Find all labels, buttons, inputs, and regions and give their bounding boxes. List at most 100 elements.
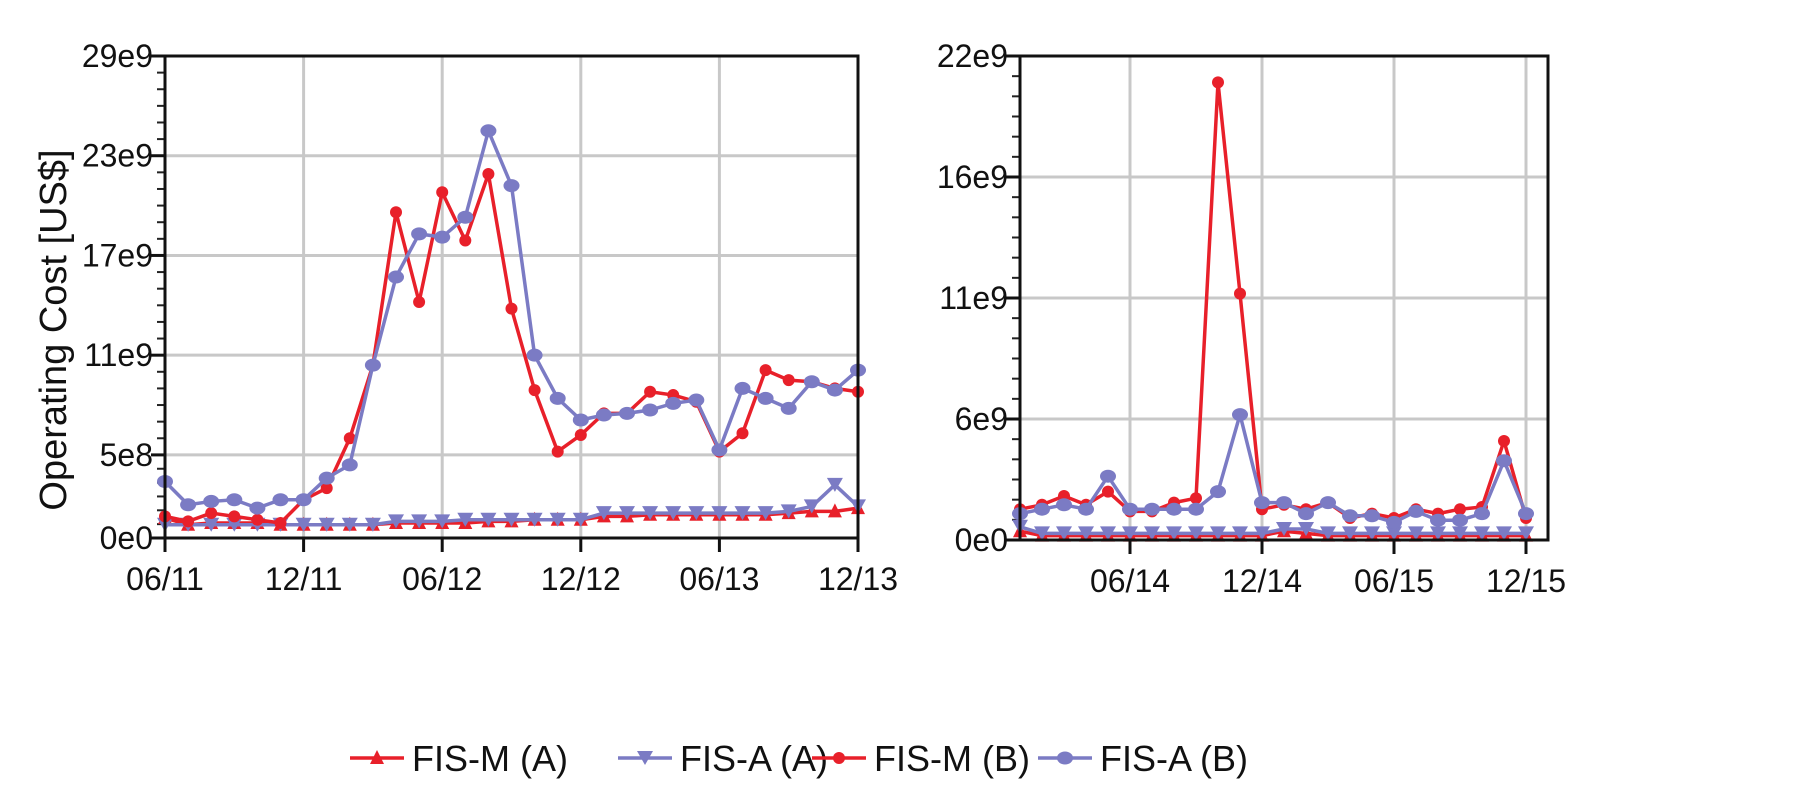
data-point [1254, 496, 1270, 510]
y-tick-label: 11e9 [939, 280, 1008, 316]
data-point [434, 514, 451, 529]
y-tick-label: 6e9 [955, 401, 1008, 437]
data-point [1430, 526, 1446, 541]
data-point [318, 471, 335, 485]
legend-marker [370, 750, 384, 764]
legend-item: FIS-A (B) [1038, 738, 1248, 779]
data-point [434, 230, 451, 244]
y-tick-label: 16e9 [937, 159, 1008, 195]
data-point [226, 493, 243, 507]
data-point [1364, 526, 1380, 541]
series-fis-a-b [157, 124, 866, 515]
data-point [390, 206, 402, 219]
data-point [759, 364, 772, 377]
data-point [644, 385, 657, 398]
data-point [1166, 502, 1182, 516]
data-point [1232, 526, 1248, 541]
data-point [551, 445, 564, 458]
data-point [1386, 515, 1402, 529]
series-fis-a-a [1012, 519, 1534, 541]
data-point [1078, 526, 1094, 541]
data-point [1298, 522, 1314, 536]
gridlines [163, 54, 860, 540]
legend-label: FIS-M (B) [874, 738, 1030, 779]
x-tick-label: 06/11 [126, 561, 204, 597]
data-point [1190, 492, 1202, 505]
data-point [1166, 526, 1182, 541]
series-line [1019, 525, 1526, 536]
data-point [1034, 526, 1050, 541]
x-tick-labels: 06/14 12/14 06/15 12/15 [1090, 540, 1566, 599]
legend-item: FIS-M (B) [812, 738, 1030, 779]
data-point [1518, 526, 1534, 541]
y-tick-label: 0e0 [955, 522, 1008, 558]
legend-label: FIS-A (A) [680, 738, 828, 779]
data-point [665, 506, 682, 521]
data-point [203, 517, 220, 532]
data-point [1452, 526, 1468, 541]
x-tick-label: 12/12 [541, 561, 621, 597]
legend-marker [833, 752, 845, 764]
data-point [411, 514, 428, 529]
data-point [549, 512, 566, 527]
data-point [619, 406, 635, 420]
data-point [1386, 526, 1402, 541]
data-point [736, 427, 749, 440]
series-line [164, 172, 859, 525]
data-point [1254, 526, 1270, 541]
data-point [711, 506, 728, 521]
data-point [388, 270, 404, 284]
data-point [827, 503, 842, 518]
data-point [572, 413, 589, 427]
data-point [526, 512, 543, 527]
data-point [411, 227, 428, 241]
data-point [1342, 509, 1358, 523]
data-point [341, 517, 358, 532]
chart-legend: FIS-M (A) FIS-A (A) FIS-M (B) FIS-A (B) [350, 738, 1248, 779]
data-point [180, 498, 197, 512]
gridlines [1020, 54, 1548, 542]
data-point [595, 408, 612, 422]
data-point [803, 499, 820, 514]
data-point [619, 506, 635, 521]
data-point [1452, 513, 1468, 527]
x-tick-label: 06/12 [402, 561, 482, 597]
data-point [203, 494, 220, 508]
data-point [249, 501, 266, 515]
data-point [1056, 498, 1072, 512]
data-point [228, 510, 241, 523]
data-point [757, 391, 774, 405]
data-point [1100, 469, 1116, 483]
data-point [226, 517, 243, 532]
data-point [1144, 526, 1160, 541]
data-point [1276, 496, 1292, 510]
data-point [1188, 526, 1204, 541]
y-tick-label: 11e9 [84, 337, 153, 373]
data-point [436, 186, 449, 199]
data-point [734, 506, 751, 521]
data-point [642, 403, 659, 417]
data-point [1056, 526, 1072, 541]
data-point [1364, 509, 1380, 523]
x-tick-labels: 06/11 12/11 06/12 12/12 06/13 12/13 [126, 538, 898, 597]
data-point [826, 477, 843, 492]
data-point [341, 458, 358, 472]
series-clip [1012, 76, 1534, 542]
data-point [1474, 526, 1490, 541]
data-point [1474, 507, 1490, 521]
data-point [526, 348, 543, 362]
data-point [757, 506, 774, 521]
y-tick-labels: 0e0 5e8 11e9 17e9 23e9 29e9 [82, 38, 165, 556]
data-point [1122, 502, 1138, 516]
data-point [459, 234, 472, 247]
data-point [503, 179, 520, 193]
data-point [1078, 502, 1094, 516]
data-point [1232, 408, 1248, 422]
data-point [295, 493, 312, 507]
data-point [1034, 502, 1050, 516]
data-point [782, 374, 795, 387]
data-point [688, 506, 705, 521]
x-tick-label: 06/13 [679, 561, 759, 597]
data-point [642, 506, 659, 521]
